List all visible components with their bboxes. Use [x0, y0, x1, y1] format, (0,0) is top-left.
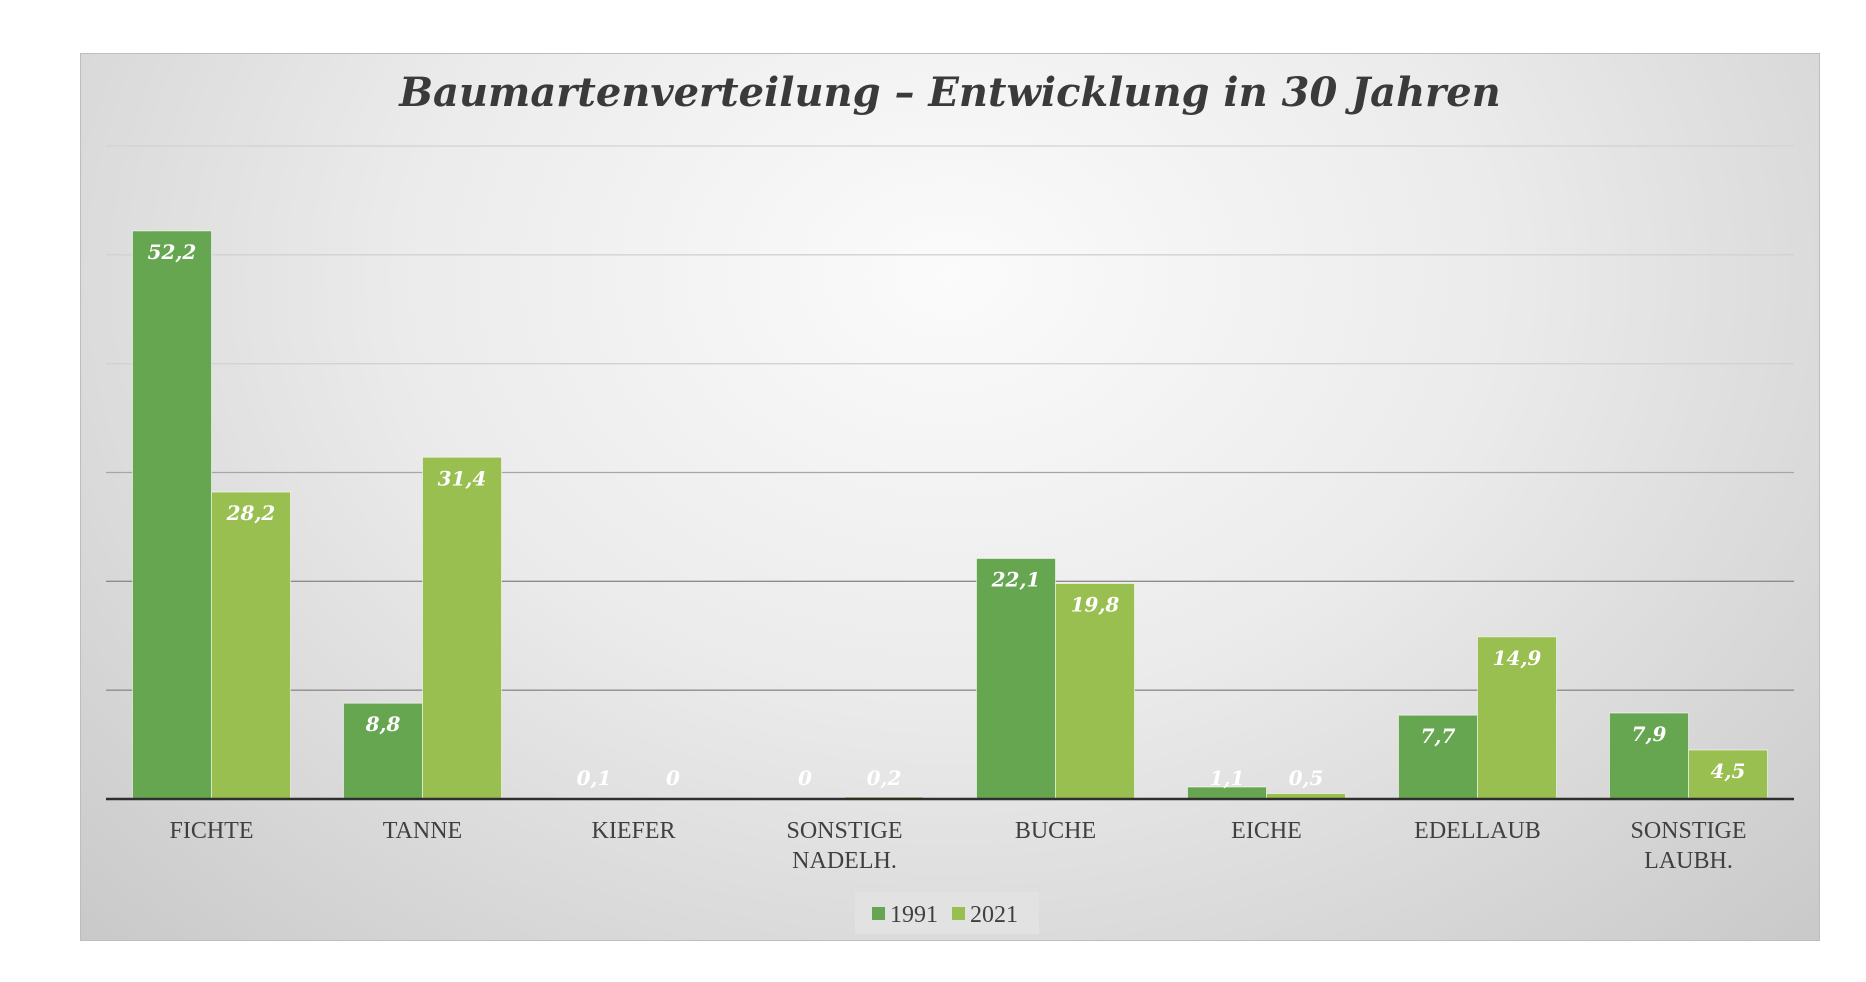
category-label: KIEFER: [592, 818, 676, 844]
data-label-2021-3: 0,2: [867, 766, 902, 790]
data-label-1991-2: 0,1: [577, 766, 612, 790]
data-labels: 52,2 28,2 8,8 31,4 0,1 0 0 0,2 22,1 19,8 1,1 0,5 7,7…: [148, 240, 1746, 790]
category-label: SONSTIGE: [1630, 818, 1746, 844]
bar-chart: Baumartenverteilung – Entwicklung in 30 …: [106, 69, 1794, 934]
data-label-2021-2: 0: [666, 766, 680, 790]
data-label-1991-0: 52,2: [148, 240, 197, 264]
bar-2021-6: [1477, 636, 1557, 800]
chart-panel: Baumartenverteilung – Entwicklung in 30 …: [80, 53, 1820, 941]
category-label: SONSTIGE: [786, 818, 902, 844]
legend-swatch-2021: [952, 907, 965, 920]
chart-title: Baumartenverteilung – Entwicklung in 30 …: [398, 69, 1501, 116]
data-label-1991-3: 0: [798, 766, 812, 790]
category-labels: FICHTE TANNE KIEFER SONSTIGE NADELH. BUCHE EIC…: [170, 818, 1747, 874]
bars: [132, 230, 1768, 800]
category-label: LAUBH.: [1644, 848, 1733, 874]
legend-swatch-1991: [872, 907, 885, 920]
bar-1991-7: [1609, 712, 1689, 800]
category-label: EICHE: [1231, 818, 1302, 844]
data-label-1991-6: 7,7: [1421, 724, 1456, 748]
legend-box: [855, 892, 1039, 934]
data-label-2021-1: 31,4: [438, 466, 487, 490]
data-label-2021-6: 14,9: [1493, 646, 1542, 670]
bar-1991-0: [132, 230, 212, 800]
bar-1991-6: [1398, 714, 1478, 800]
data-label-1991-7: 7,9: [1632, 722, 1667, 746]
data-label-2021-0: 28,2: [226, 501, 276, 525]
data-label-1991-1: 8,8: [365, 712, 401, 736]
data-label-2021-5: 0,5: [1289, 766, 1324, 790]
data-label-2021-4: 19,8: [1071, 593, 1120, 617]
category-label: NADELH.: [792, 848, 897, 874]
bar-2021-4: [1055, 583, 1135, 800]
data-label-2021-7: 4,5: [1711, 759, 1746, 783]
gridlines: [106, 145, 1794, 691]
legend-label-2021: 2021: [970, 902, 1018, 928]
category-label: FICHTE: [170, 818, 254, 844]
bar-1991-4: [976, 557, 1056, 800]
category-label: EDELLAUB: [1414, 818, 1541, 844]
bar-2021-1: [422, 456, 502, 800]
legend: 1991 2021: [855, 892, 1039, 934]
legend-label-1991: 1991: [890, 902, 938, 928]
data-label-1991-5: 1,1: [1210, 766, 1245, 790]
category-label: BUCHE: [1015, 818, 1096, 844]
bar-2021-7: [1688, 749, 1768, 800]
category-label: TANNE: [383, 818, 462, 844]
data-label-1991-4: 22,1: [991, 567, 1041, 591]
bar-2021-0: [211, 491, 291, 800]
